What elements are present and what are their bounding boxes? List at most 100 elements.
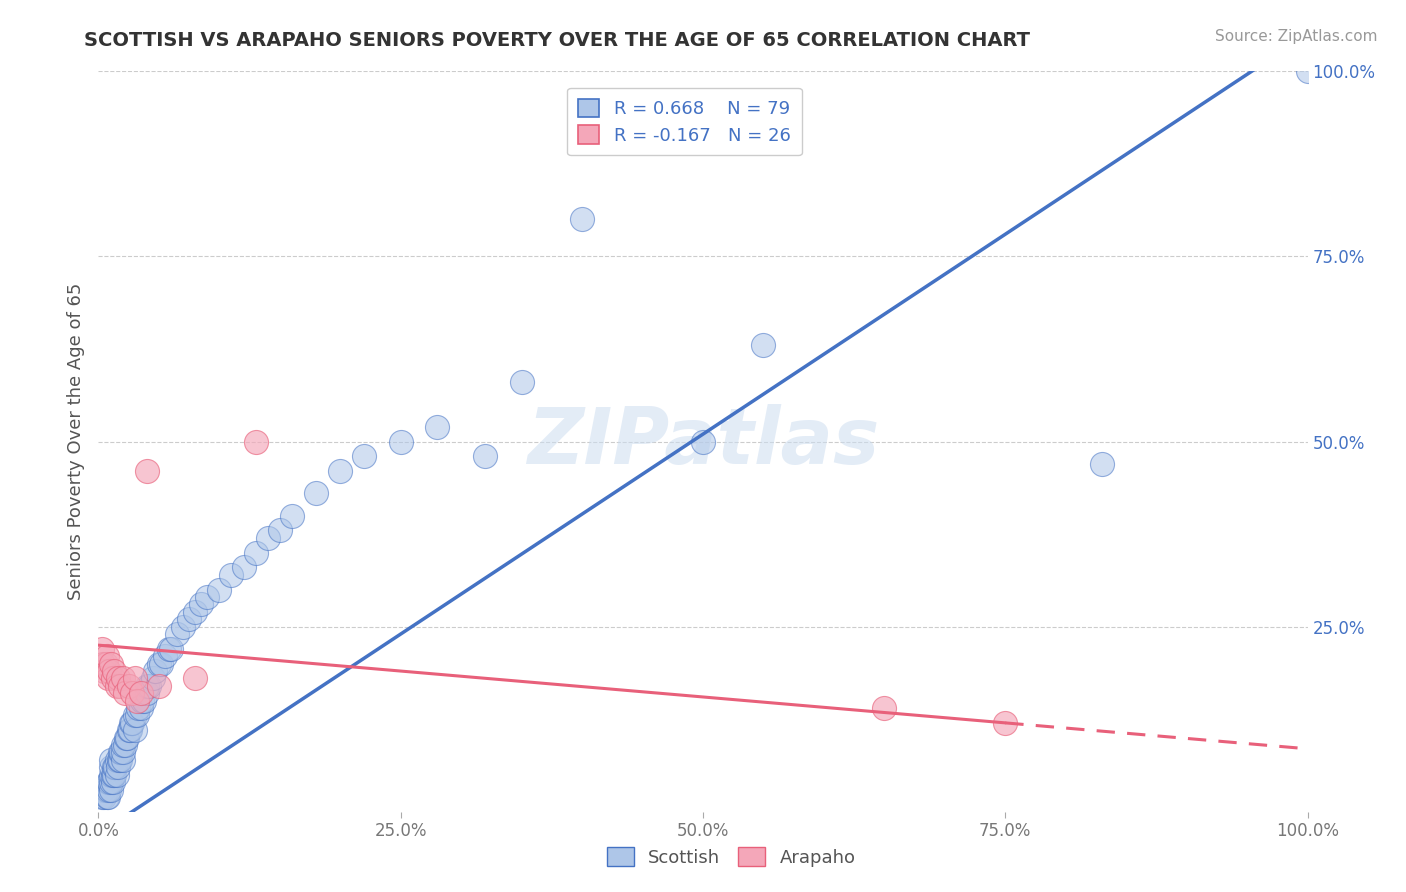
Point — [97, 775, 120, 789]
Point — [118, 679, 141, 693]
Point — [166, 627, 188, 641]
Point — [135, 686, 157, 700]
Point — [110, 746, 132, 760]
Point — [100, 657, 122, 671]
Point — [127, 694, 149, 708]
Point — [245, 434, 267, 449]
Point — [232, 560, 254, 574]
Point — [129, 686, 152, 700]
Point — [129, 701, 152, 715]
Point — [571, 212, 593, 227]
Point — [148, 657, 170, 671]
Point — [107, 672, 129, 686]
Point — [96, 782, 118, 797]
Point — [127, 708, 149, 723]
Point — [100, 760, 122, 774]
Point — [134, 694, 156, 708]
Point — [111, 753, 134, 767]
Point — [281, 508, 304, 523]
Point — [143, 664, 166, 678]
Point — [104, 760, 127, 774]
Point — [510, 376, 533, 390]
Point — [160, 641, 183, 656]
Text: ZIPatlas: ZIPatlas — [527, 403, 879, 480]
Point — [118, 723, 141, 738]
Point — [98, 664, 121, 678]
Point — [426, 419, 449, 434]
Point — [135, 464, 157, 478]
Point — [124, 708, 146, 723]
Point — [98, 775, 121, 789]
Point — [121, 715, 143, 730]
Point — [135, 679, 157, 693]
Point — [121, 686, 143, 700]
Point — [692, 434, 714, 449]
Point — [172, 619, 194, 633]
Point — [148, 679, 170, 693]
Point — [142, 672, 165, 686]
Legend: R = 0.668    N = 79, R = -0.167   N = 26: R = 0.668 N = 79, R = -0.167 N = 26 — [567, 87, 801, 155]
Point — [100, 767, 122, 781]
Point — [245, 546, 267, 560]
Point — [127, 701, 149, 715]
Point — [108, 746, 131, 760]
Point — [93, 789, 115, 804]
Point — [103, 664, 125, 678]
Point — [108, 679, 131, 693]
Point — [305, 486, 328, 500]
Point — [138, 679, 160, 693]
Point — [100, 782, 122, 797]
Point — [329, 464, 352, 478]
Point — [195, 590, 218, 604]
Point — [117, 731, 139, 745]
Point — [91, 782, 114, 797]
Point — [124, 672, 146, 686]
Text: SCOTTISH VS ARAPAHO SENIORS POVERTY OVER THE AGE OF 65 CORRELATION CHART: SCOTTISH VS ARAPAHO SENIORS POVERTY OVER… — [84, 31, 1031, 50]
Point — [150, 657, 173, 671]
Point — [94, 657, 117, 671]
Point — [1296, 64, 1319, 78]
Legend: Scottish, Arapaho: Scottish, Arapaho — [599, 840, 863, 874]
Point — [190, 598, 212, 612]
Point — [103, 760, 125, 774]
Point — [111, 672, 134, 686]
Point — [474, 450, 496, 464]
Point — [120, 715, 142, 730]
Point — [115, 731, 138, 745]
Point — [96, 789, 118, 804]
Point — [100, 775, 122, 789]
Point — [124, 723, 146, 738]
Point — [101, 767, 124, 781]
Point — [184, 672, 207, 686]
Point — [269, 524, 291, 538]
Point — [752, 338, 775, 352]
Point — [108, 753, 131, 767]
Point — [91, 641, 114, 656]
Point — [105, 753, 128, 767]
Point — [994, 715, 1017, 730]
Point — [256, 531, 278, 545]
Point — [131, 694, 153, 708]
Point — [91, 657, 114, 671]
Point — [101, 775, 124, 789]
Point — [179, 612, 201, 626]
Point — [103, 767, 125, 781]
Point — [107, 760, 129, 774]
Point — [100, 753, 122, 767]
Point — [105, 679, 128, 693]
Point — [97, 672, 120, 686]
Point — [97, 789, 120, 804]
Point — [873, 701, 896, 715]
Point — [96, 649, 118, 664]
Text: Source: ZipAtlas.com: Source: ZipAtlas.com — [1215, 29, 1378, 44]
Point — [1091, 457, 1114, 471]
Point — [111, 746, 134, 760]
Point — [353, 450, 375, 464]
Point — [221, 567, 243, 582]
Point — [91, 789, 114, 804]
Point — [93, 664, 115, 678]
Point — [98, 782, 121, 797]
Point — [94, 782, 117, 797]
Y-axis label: Seniors Poverty Over the Age of 65: Seniors Poverty Over the Age of 65 — [66, 283, 84, 600]
Point — [114, 686, 136, 700]
